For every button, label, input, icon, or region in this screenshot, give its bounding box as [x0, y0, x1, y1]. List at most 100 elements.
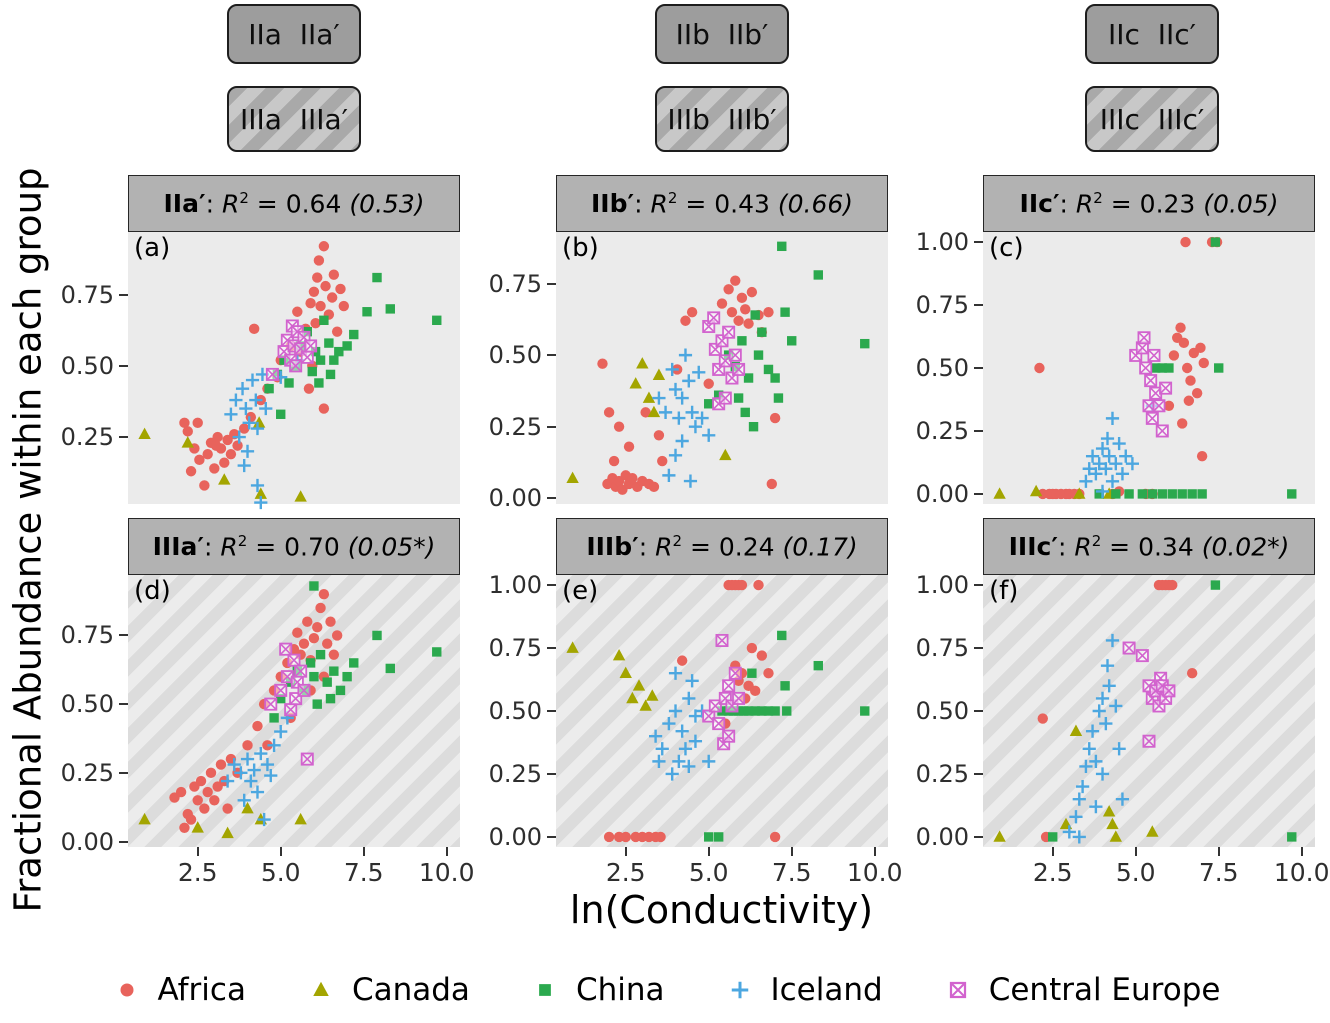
y-tick-mark: [547, 584, 556, 587]
y-axis-label: Fractional Abundance within each group: [6, 167, 50, 913]
x-tick-mark: [707, 847, 710, 856]
y-tick-label: 0.75: [60, 280, 114, 309]
group-box-IIc: IIc IIc′: [1085, 4, 1219, 64]
y-tick-label: 0.50: [488, 697, 542, 725]
legend: Africa Canada China Iceland Central Europe: [0, 972, 1330, 1008]
x-tick-label: 7.5: [1198, 858, 1239, 887]
x-tick-mark: [790, 847, 793, 856]
scatter-points-svg: [566, 579, 870, 843]
strip-group-label: IIIb′: [586, 532, 639, 561]
scatter-points-svg: [993, 579, 1297, 844]
x-tick-label: 2.5: [177, 858, 218, 887]
y-tick-label: 0.00: [915, 479, 969, 508]
strip-r2-text: : R2 = 0.23 (0.05): [1059, 188, 1279, 219]
y-tick-label: 0.75: [915, 291, 969, 320]
x-tick-mark: [196, 847, 199, 856]
square-icon: [539, 984, 551, 996]
y-tick-mark: [547, 497, 556, 500]
strip-group-label: IIa′: [163, 189, 206, 218]
y-tick-mark: [119, 364, 128, 367]
legend-label: Africa: [157, 972, 246, 1008]
x-tick-label: 5.0: [1115, 858, 1156, 887]
strip-r2-text: : R2 = 0.34 (0.02*): [1057, 531, 1290, 562]
y-tick-mark: [974, 492, 983, 495]
y-tick-mark: [119, 634, 128, 637]
facet-strip-e: IIIb′: R2 = 0.24 (0.17): [556, 518, 888, 575]
x-tick-mark: [873, 847, 876, 856]
series-canada-points: [566, 357, 732, 484]
group-box-IIb: IIb IIb′: [655, 4, 789, 64]
legend-item-canada: Canada: [304, 972, 470, 1008]
x-tick-mark: [279, 847, 282, 856]
series-canada-points: [566, 641, 659, 711]
strip-r2-text: : R2 = 0.24 (0.17): [638, 531, 858, 562]
series-africa-points: [169, 589, 343, 833]
y-tick-label: 0.25: [915, 416, 969, 445]
series-central-europe-points: [702, 311, 746, 411]
x-tick-mark: [624, 847, 627, 856]
y-tick-label: 0.25: [60, 758, 114, 787]
series-central-europe-points: [702, 633, 746, 751]
y-tick-label: 0.00: [915, 822, 969, 851]
group-box-IIIb: IIIb IIIb′: [655, 86, 789, 152]
scatter-points-svg: [138, 581, 442, 839]
y-tick-label: 0.75: [488, 634, 542, 663]
x-tick-label: 2.5: [605, 858, 646, 887]
x-tick-mark: [1051, 847, 1054, 856]
series-central-europe-points: [264, 642, 314, 766]
y-tick-mark: [974, 304, 983, 307]
y-tick-label: 0.25: [488, 759, 542, 788]
panel-e: (e) 0.00 0.25 0.50 0.75 1.00 2.5 5.0 7.5 10.0: [489, 571, 903, 887]
y-tick-label: 0.00: [60, 827, 114, 856]
y-tick-mark: [547, 425, 556, 428]
y-tick-label: 0.25: [60, 423, 114, 452]
legend-item-central-europe: Central Europe: [941, 972, 1221, 1008]
y-tick-mark: [974, 710, 983, 712]
y-tick-mark: [547, 647, 556, 650]
plus-icon: [731, 981, 748, 999]
strip-r2-text: : R2 = 0.70 (0.05*): [203, 531, 436, 562]
strip-group-label: IIb′: [590, 189, 635, 218]
legend-label: Iceland: [770, 972, 883, 1008]
panel-letter: (c): [989, 233, 1024, 263]
group-box-IIIa: IIIa IIIa′: [227, 86, 361, 152]
group-box-IIa: IIa IIa′: [227, 4, 361, 64]
series-africa-points: [1034, 236, 1223, 500]
y-tick-label: 0.50: [915, 354, 969, 382]
x-tick-label: 5.0: [260, 858, 301, 887]
series-china-points: [1094, 237, 1297, 499]
x-tick-label: 2.5: [1032, 858, 1073, 887]
series-africa-points: [179, 241, 349, 491]
panel-letter: (b): [562, 233, 599, 263]
panel-letter: (f): [989, 576, 1019, 606]
y-tick-label: 0.25: [915, 759, 969, 788]
x-tick-mark: [445, 847, 448, 856]
facet-strip-f: IIIc′: R2 = 0.34 (0.02*): [983, 518, 1315, 575]
circle-icon: [120, 983, 134, 997]
x-tick-label: 5.0: [688, 858, 729, 887]
legend-item-china: China: [528, 972, 665, 1008]
series-africa-points: [1037, 579, 1198, 843]
y-tick-label: 0.50: [60, 351, 114, 380]
x-tick-mark: [1300, 847, 1303, 856]
series-iceland-points: [649, 666, 716, 781]
series-central-europe-points: [1122, 641, 1176, 748]
panel-letter: (e): [562, 576, 599, 606]
legend-label: Central Europe: [988, 972, 1221, 1008]
panel-b: (b) 0.00 0.25 0.50 0.75: [489, 232, 888, 512]
y-tick-mark: [547, 354, 556, 357]
series-central-europe-points: [1129, 331, 1173, 438]
y-tick-mark: [119, 840, 128, 843]
legend-label: China: [575, 972, 665, 1008]
y-tick-label: 0.00: [488, 822, 542, 851]
series-canada-points: [993, 724, 1159, 842]
y-tick-mark: [119, 293, 128, 296]
y-tick-label: 1.00: [915, 228, 969, 257]
legend-item-iceland: Iceland: [723, 972, 883, 1008]
strip-group-label: IIIa′: [152, 532, 204, 561]
group-box-IIIc: IIIc IIIc′: [1085, 86, 1219, 152]
legend-item-africa: Africa: [110, 972, 246, 1008]
strip-group-label: IIIc′: [1008, 532, 1058, 561]
series-central-europe-points: [265, 319, 318, 381]
